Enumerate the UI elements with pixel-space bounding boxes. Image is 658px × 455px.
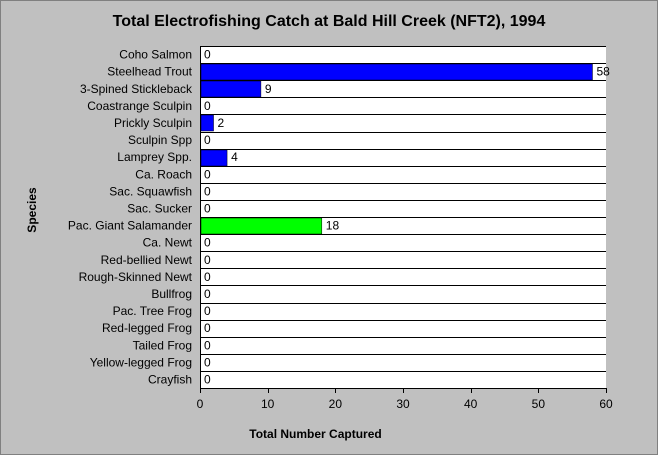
x-tick-label: 30: [396, 397, 410, 411]
data-label: 9: [265, 82, 272, 96]
bar: [200, 114, 214, 132]
data-label: 0: [204, 133, 211, 147]
category-label: Coastrange Sculpin: [87, 99, 192, 113]
data-label: 0: [204, 167, 211, 181]
category-label: Red-legged Frog: [102, 321, 192, 335]
data-label: 0: [204, 304, 211, 318]
x-axis-label: Total Number Captured: [249, 427, 382, 441]
data-label: 58: [596, 65, 610, 79]
data-label: 0: [204, 338, 211, 352]
bar: [200, 149, 228, 167]
x-tick-label: 10: [261, 397, 275, 411]
category-label: Pac. Giant Salamander: [68, 219, 192, 233]
category-label: Sac. Squawfish: [109, 184, 192, 198]
x-tick-label: 60: [599, 397, 613, 411]
category-label: Coho Salmon: [119, 48, 192, 62]
category-label: Sac. Sucker: [127, 201, 192, 215]
category-label: Steelhead Trout: [107, 65, 192, 79]
category-label: Pac. Tree Frog: [113, 304, 192, 318]
data-label: 0: [204, 372, 211, 386]
x-tick-label: 0: [197, 397, 204, 411]
bar: [200, 63, 593, 81]
category-label: Ca. Roach: [135, 167, 192, 181]
data-label: 0: [204, 201, 211, 215]
category-label: Prickly Sculpin: [114, 116, 192, 130]
data-label: 0: [204, 270, 211, 284]
x-tick-label: 20: [329, 397, 343, 411]
category-label: Bullfrog: [151, 287, 192, 301]
category-label: Lamprey Spp.: [117, 150, 192, 164]
category-label: 3-Spined Stickleback: [80, 82, 193, 96]
data-label: 0: [204, 253, 211, 267]
data-label: 0: [204, 184, 211, 198]
data-label: 0: [204, 355, 211, 369]
data-label: 2: [218, 116, 225, 130]
data-label: 18: [326, 219, 340, 233]
category-label: Tailed Frog: [133, 338, 192, 352]
data-label: 0: [204, 236, 211, 250]
category-label: Ca. Newt: [143, 236, 193, 250]
data-label: 4: [231, 150, 238, 164]
data-label: 0: [204, 48, 211, 62]
category-label: Yellow-legged Frog: [90, 355, 192, 369]
data-label: 0: [204, 321, 211, 335]
bar: [200, 80, 262, 98]
category-label: Crayfish: [148, 372, 192, 386]
category-label: Sculpin Spp: [128, 133, 192, 147]
category-label: Red-bellied Newt: [101, 253, 193, 267]
category-label: Rough-Skinned Newt: [79, 270, 193, 284]
x-tick-label: 40: [464, 397, 478, 411]
x-tick-label: 50: [532, 397, 546, 411]
bar: [200, 217, 323, 235]
data-label: 0: [204, 287, 211, 301]
data-label: 0: [204, 99, 211, 113]
chart-title: Total Electrofishing Catch at Bald Hill …: [112, 13, 546, 30]
